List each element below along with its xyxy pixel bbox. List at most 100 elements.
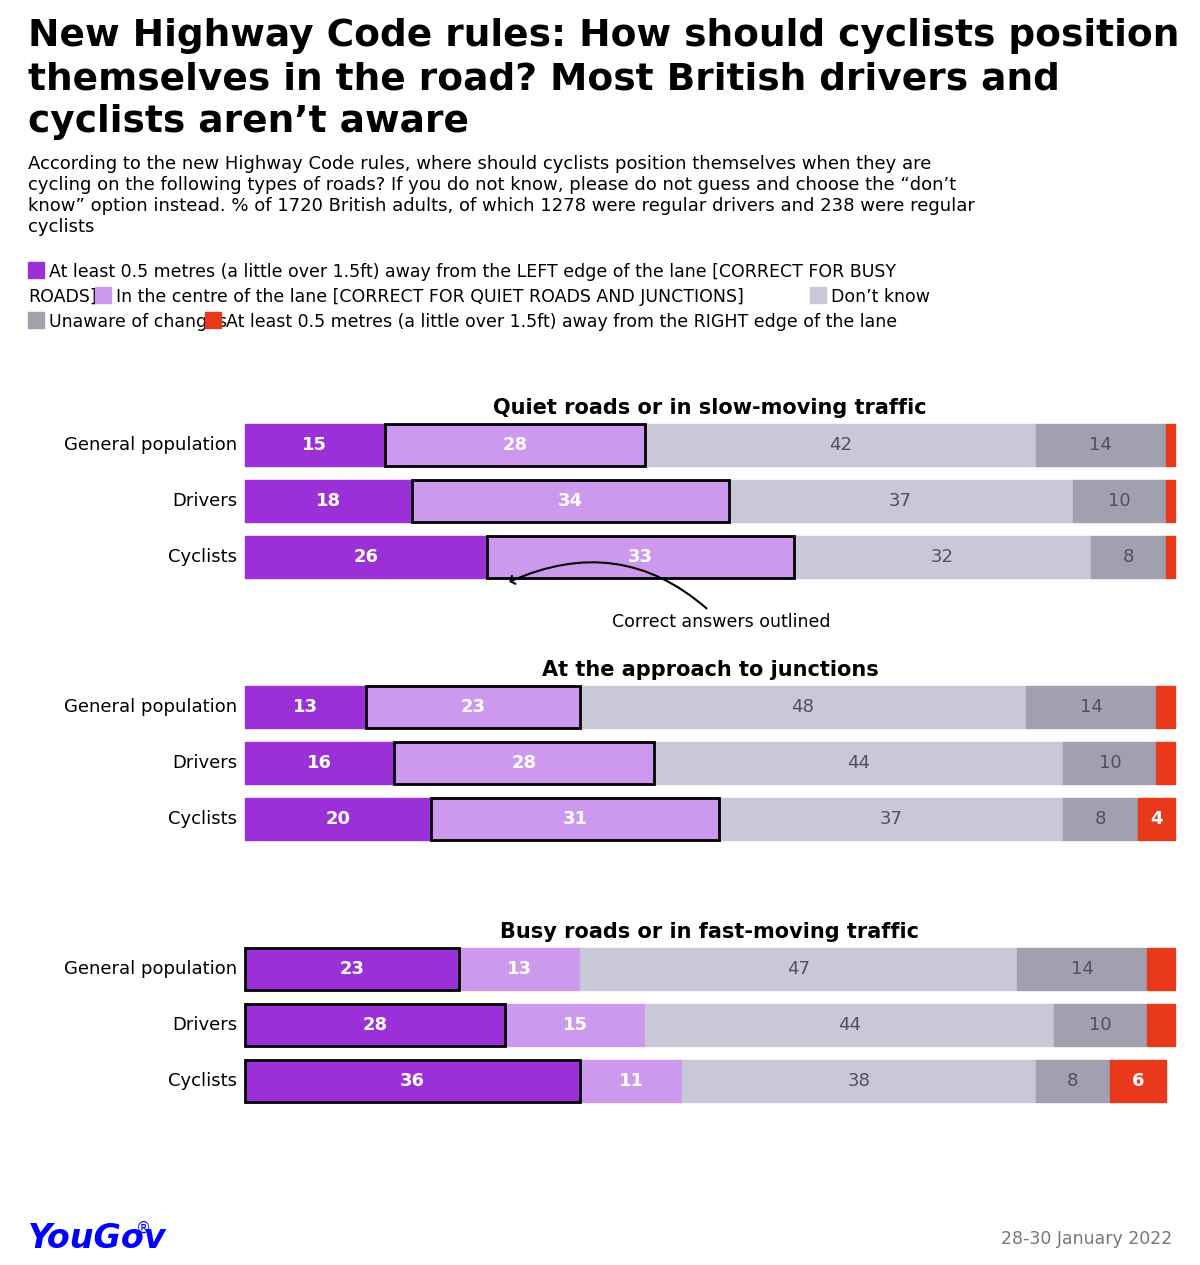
Bar [1063,743,1157,784]
Text: Quiet roads or in slow-moving traffic: Quiet roads or in slow-moving traffic [493,398,926,417]
Bar [1147,1004,1175,1046]
Bar [205,312,221,328]
Bar [505,1004,644,1046]
Text: 8: 8 [1123,548,1134,565]
Text: cyclists aren’t aware: cyclists aren’t aware [28,104,469,140]
Text: Cyclists: Cyclists [168,1071,238,1090]
Text: 28-30 January 2022: 28-30 January 2022 [1001,1230,1172,1249]
Text: Drivers: Drivers [172,492,238,510]
Text: 20: 20 [325,810,350,829]
Text: cyclists: cyclists [28,218,95,237]
Bar [384,424,644,466]
Bar [1091,536,1165,578]
Bar [580,686,1026,727]
Text: 28: 28 [362,1016,388,1034]
Bar [487,536,793,578]
Bar [1157,686,1175,727]
Bar [728,479,1073,522]
Text: Unaware of changes: Unaware of changes [49,312,227,331]
Text: 23: 23 [340,960,365,978]
Text: 8: 8 [1094,810,1106,829]
Bar [654,743,1063,784]
Bar [245,947,458,990]
Text: 37: 37 [889,492,912,510]
Bar [793,536,1091,578]
Bar [1138,798,1175,840]
Bar [719,798,1063,840]
Text: 42: 42 [829,436,852,454]
Bar [644,424,1036,466]
Text: General population: General population [64,960,238,978]
Text: At least 0.5 metres (a little over 1.5ft) away from the RIGHT edge of the lane: At least 0.5 metres (a little over 1.5ft… [226,312,898,331]
Bar [413,479,728,522]
Bar [1165,424,1175,466]
Bar [245,479,413,522]
Text: 28: 28 [502,436,527,454]
Text: know” option instead. % of 1720 British adults, of which 1278 were regular drive: know” option instead. % of 1720 British … [28,197,974,215]
Text: 44: 44 [847,754,870,772]
Bar [1063,798,1138,840]
Text: 37: 37 [880,810,902,829]
Text: 48: 48 [792,698,815,716]
Bar [580,947,1016,990]
Text: YouGov: YouGov [28,1222,167,1255]
Text: Cyclists: Cyclists [168,548,238,565]
Text: 10: 10 [1108,492,1130,510]
Bar [245,947,458,990]
Bar [95,287,112,304]
Bar [366,686,580,727]
Text: 36: 36 [400,1071,425,1090]
Text: 11: 11 [618,1071,643,1090]
Bar [1165,479,1175,522]
Text: At least 0.5 metres (a little over 1.5ft) away from the LEFT edge of the lane [C: At least 0.5 metres (a little over 1.5ft… [49,263,896,281]
Bar [245,1004,505,1046]
Text: 14: 14 [1090,436,1112,454]
Text: 16: 16 [307,754,332,772]
Bar [810,287,826,304]
Text: 10: 10 [1098,754,1121,772]
Bar [28,312,44,328]
Bar [1165,536,1175,578]
Text: 14: 14 [1080,698,1103,716]
Bar [245,536,487,578]
Bar [1054,1004,1147,1046]
Bar [28,262,44,278]
Text: 38: 38 [847,1071,870,1090]
Text: 8: 8 [1067,1071,1079,1090]
Bar [1073,479,1165,522]
Text: General population: General population [64,698,238,716]
Bar [682,1060,1036,1102]
Bar [458,947,580,990]
Bar [245,743,394,784]
Bar [1036,1060,1110,1102]
Bar [1110,1060,1165,1102]
Text: 18: 18 [316,492,341,510]
Text: 13: 13 [506,960,532,978]
Text: General population: General population [64,436,238,454]
Bar [245,686,366,727]
Text: ®: ® [136,1221,151,1236]
Bar [394,743,654,784]
Bar [580,1060,682,1102]
Text: themselves in the road? Most British drivers and: themselves in the road? Most British dri… [28,61,1060,97]
Text: New Highway Code rules: How should cyclists position: New Highway Code rules: How should cycli… [28,18,1180,54]
Text: 4: 4 [1150,810,1163,829]
Bar [366,686,580,727]
Text: 10: 10 [1090,1016,1112,1034]
Text: 28: 28 [511,754,536,772]
Text: 31: 31 [563,810,588,829]
Text: ROADS]: ROADS] [28,288,97,306]
Text: 32: 32 [931,548,954,565]
Text: According to the new Highway Code rules, where should cyclists position themselv: According to the new Highway Code rules,… [28,156,931,173]
Bar [245,798,431,840]
Bar [245,1060,580,1102]
Text: 13: 13 [293,698,318,716]
Text: 44: 44 [838,1016,862,1034]
Bar [245,1004,505,1046]
Text: cycling on the following types of roads? If you do not know, please do not guess: cycling on the following types of roads?… [28,176,956,194]
Bar [431,798,719,840]
Text: 47: 47 [787,960,810,978]
Bar [1016,947,1147,990]
Text: 14: 14 [1070,960,1093,978]
Text: In the centre of the lane [CORRECT FOR QUIET ROADS AND JUNCTIONS]: In the centre of the lane [CORRECT FOR Q… [116,288,744,306]
